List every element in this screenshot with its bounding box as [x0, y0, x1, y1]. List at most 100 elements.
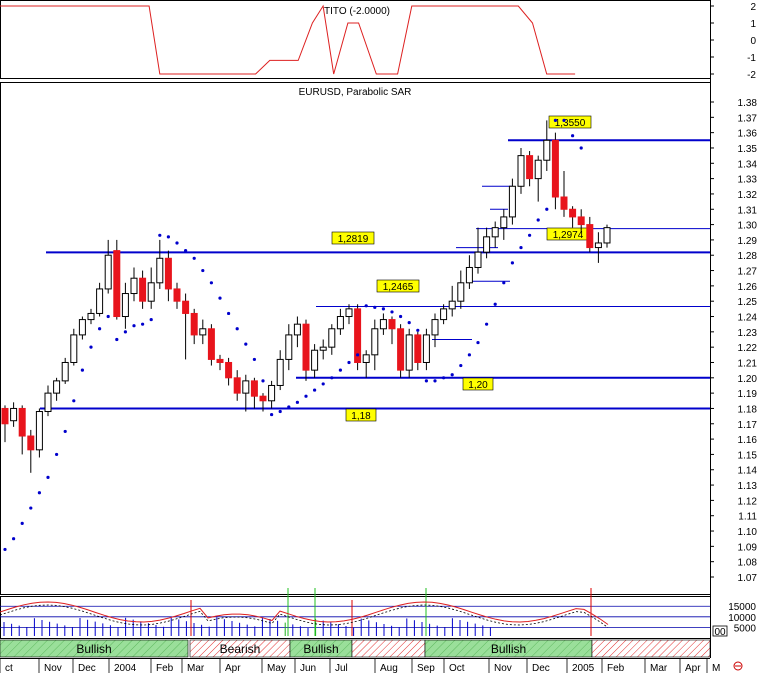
- sar-dot: [89, 345, 93, 349]
- candle-body: [577, 216, 585, 226]
- price-tick-label: 1.24: [738, 313, 758, 324]
- volume-tick-label: 10000: [728, 613, 756, 624]
- tito-tick-label: 2: [750, 2, 756, 13]
- candle-body: [448, 300, 456, 310]
- sar-dot: [55, 452, 59, 457]
- price-tick-label: 1.11: [738, 512, 757, 523]
- candle-body: [139, 277, 147, 302]
- candle-body: [190, 312, 198, 336]
- price-title: EURUSD, Parabolic SAR: [299, 87, 412, 98]
- sar-dot: [364, 304, 368, 308]
- candle-body: [422, 334, 430, 363]
- sar-dot: [132, 324, 136, 328]
- sar-dot: [98, 327, 102, 331]
- candle-body: [526, 155, 534, 180]
- sar-dot: [442, 376, 446, 380]
- price-tick-label: 1.33: [738, 175, 758, 186]
- candle-body: [362, 354, 370, 363]
- candle-body: [345, 308, 353, 318]
- sar-dot: [433, 379, 437, 383]
- volume-badge: [712, 625, 728, 637]
- tito-tick-label: 1: [750, 19, 756, 30]
- price-tick-label: 1.37: [738, 113, 758, 124]
- tito-title: TITO (-2.0000): [324, 6, 390, 17]
- time-label: Dec: [78, 663, 96, 674]
- level-label-box: [548, 115, 592, 129]
- level-label: 1,2819: [338, 234, 369, 245]
- trend-band-bear: [351, 639, 426, 658]
- candle-body: [328, 328, 336, 348]
- time-label: 2005: [572, 663, 595, 674]
- candle-body: [457, 282, 465, 302]
- candle-body: [242, 380, 250, 394]
- candle-body: [207, 328, 215, 360]
- volume-badge-label: 00: [714, 627, 726, 638]
- price-tick-label: 1.09: [738, 542, 758, 553]
- sar-dot: [278, 409, 282, 414]
- candle-body: [311, 349, 319, 371]
- sar-dot: [46, 475, 50, 480]
- candle-body: [70, 334, 78, 363]
- candle-body: [474, 251, 482, 268]
- sar-dot: [571, 134, 575, 138]
- sar-dot: [338, 368, 342, 372]
- time-label: Jun: [300, 663, 316, 674]
- price-tick-label: 1.18: [738, 404, 758, 415]
- level-label: 1,18: [351, 411, 371, 422]
- time-label: Feb: [607, 663, 625, 674]
- time-label: Mar: [650, 663, 668, 674]
- price-tick-label: 1.27: [738, 267, 758, 278]
- sar-dot: [166, 235, 170, 239]
- time-label: ct: [5, 663, 13, 674]
- sar-dot: [579, 146, 583, 150]
- settings-icon[interactable]: [733, 661, 743, 671]
- sar-dot: [141, 322, 145, 326]
- candle-body: [35, 411, 43, 451]
- tito-line: [0, 4, 576, 75]
- candle-body: [465, 266, 473, 284]
- price-tick-label: 1.26: [738, 282, 758, 293]
- candle-body: [534, 159, 542, 180]
- sar-dot: [467, 353, 471, 357]
- sar-dot: [416, 328, 420, 332]
- candle-body: [1, 407, 9, 425]
- level-label: 1,3550: [555, 118, 586, 129]
- sar-dot: [476, 340, 480, 345]
- time-label: Mar: [187, 663, 205, 674]
- sar-dot: [519, 245, 523, 250]
- candle-body: [173, 288, 181, 302]
- tito-tick-label: -2: [747, 70, 756, 81]
- level-label-box: [345, 408, 377, 422]
- sar-dot: [218, 296, 222, 300]
- candle-body: [233, 377, 241, 394]
- sar-dot: [553, 118, 558, 122]
- candle-body: [250, 380, 258, 397]
- candle-body: [405, 334, 413, 371]
- candle-body: [285, 334, 293, 360]
- price-tick-label: 1.15: [738, 450, 758, 461]
- sar-dot: [261, 379, 265, 383]
- candle-body: [354, 308, 362, 363]
- level-label: 1,2974: [553, 230, 584, 241]
- sar-dot: [12, 537, 16, 541]
- price-tick-label: 1.17: [738, 420, 758, 431]
- time-label: Apr: [225, 663, 241, 674]
- candle-body: [121, 293, 129, 318]
- candle-body: [216, 358, 224, 363]
- sar-dot: [106, 314, 110, 319]
- candle-body: [27, 435, 35, 451]
- candle-body: [164, 257, 172, 290]
- price-tick-label: 1.21: [738, 358, 758, 369]
- price-tick-label: 1.10: [738, 527, 758, 538]
- sar-dot: [72, 399, 76, 403]
- trend-band-label: Bullish: [491, 642, 526, 656]
- candle-body: [259, 395, 267, 402]
- candle-body: [10, 407, 18, 422]
- price-tick-label: 1.13: [738, 481, 758, 492]
- candle-body: [414, 334, 422, 363]
- candle-body: [491, 227, 499, 238]
- sar-dot: [63, 429, 67, 434]
- sar-dot: [304, 394, 308, 398]
- candle-body: [182, 300, 190, 314]
- sar-dot: [184, 249, 188, 253]
